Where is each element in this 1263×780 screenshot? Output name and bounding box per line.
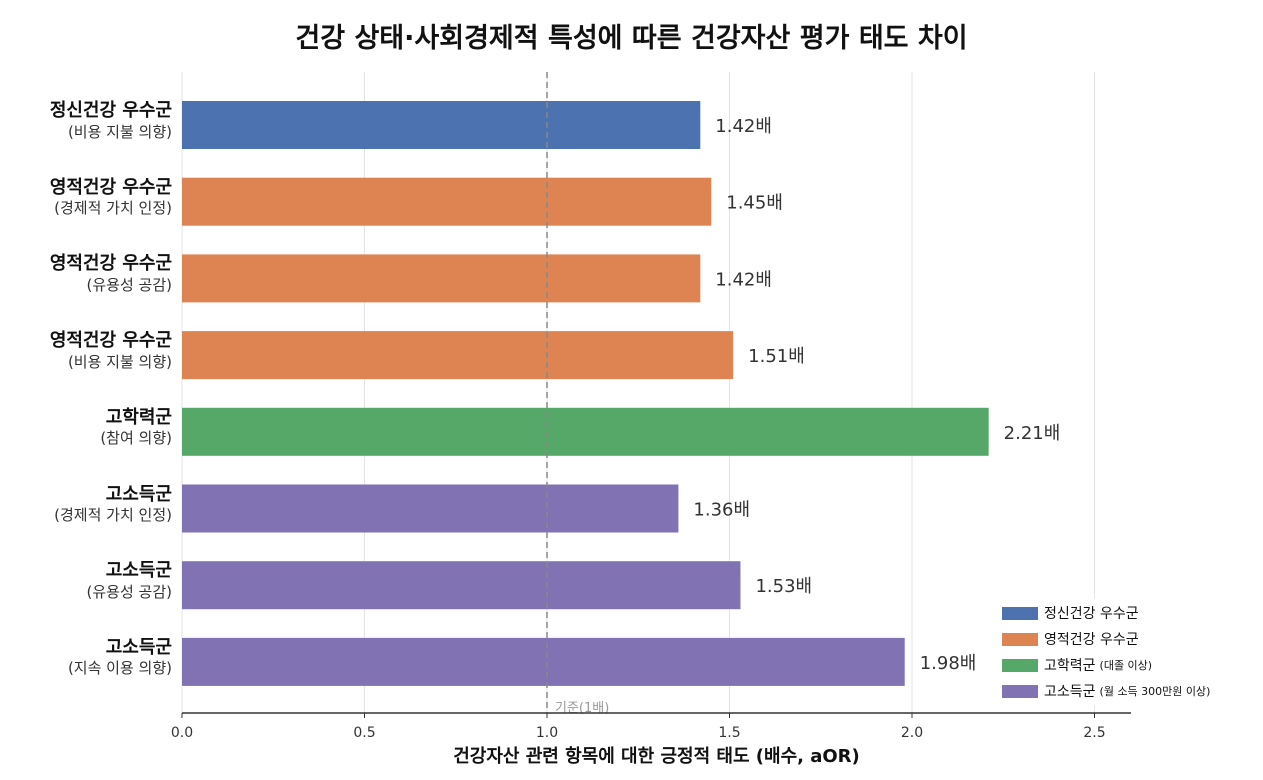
category-label-4: 고학력군 (참여 의향): [0, 407, 172, 448]
category-label-2: 영적건강 우수군 (유용성 공감): [0, 253, 172, 294]
bar-value-label-5: 1.36배: [693, 500, 750, 521]
bar-value-label-4: 2.21배: [1004, 423, 1061, 444]
category-main-0: 정신건강 우수군: [49, 100, 172, 121]
x-tick-label-4: 2.0: [901, 725, 923, 741]
legend-item-3: 고소득군 (월 소득 300만원 이상): [1002, 678, 1260, 704]
category-sub-1: (경제적 가치 인정): [54, 199, 172, 218]
x-tick-label-2: 1.0: [536, 725, 558, 741]
category-sub-2: (유용성 공감): [86, 275, 172, 294]
legend-swatch-1: [1002, 632, 1038, 646]
legend-name-2: 고학력군: [1044, 658, 1096, 674]
legend-swatch-0: [1002, 606, 1038, 620]
x-tick-label-1: 0.5: [353, 725, 375, 741]
legend: 정신건강 우수군 영적건강 우수군 고학력군 (대졸 이상) 고소득군 (월 소득 300…: [996, 598, 1260, 706]
category-main-4: 고학력군: [105, 406, 172, 428]
bar-5: [182, 484, 679, 533]
legend-note-3: (월 소득 300만원 이상): [1099, 685, 1211, 698]
bar-value-label-2: 1.42배: [715, 269, 772, 290]
legend-name-0: 정신건강 우수군: [1044, 606, 1139, 622]
bar-1: [182, 177, 712, 226]
category-main-2: 영적건강 우수군: [49, 253, 172, 275]
legend-name-3: 고소득군: [1044, 684, 1096, 700]
category-sub-4: (참여 의향): [100, 429, 172, 448]
category-sub-0: (비용 지불 의향): [67, 122, 172, 141]
bar-value-label-3: 1.51배: [748, 346, 805, 367]
legend-item-1: 영적건강 우수군: [1002, 626, 1260, 652]
bar-value-label-7: 1.98배: [920, 653, 977, 674]
legend-note-2: (대졸 이상): [1099, 659, 1153, 672]
category-main-7: 고소득군: [105, 636, 172, 658]
x-tick-label-0: 0.0: [171, 725, 193, 741]
category-label-1: 영적건강 우수군 (경제적 가치 인정): [0, 177, 172, 218]
legend-swatch-2: [1002, 658, 1038, 672]
bar-value-label-1: 1.45배: [726, 193, 783, 214]
legend-name-1: 영적건강 우수군: [1044, 632, 1139, 648]
x-axis-label: 건강자산 관련 항목에 대한 긍정적 태도 (배수, aOR): [453, 746, 860, 767]
x-tick-label-3: 1.5: [718, 725, 740, 741]
bar-2: [182, 254, 701, 303]
x-tick-label-5: 2.5: [1083, 725, 1105, 741]
bar-6: [182, 561, 741, 610]
category-sub-7: (지속 이용 의향): [67, 659, 172, 678]
category-main-6: 고소득군: [105, 560, 172, 582]
category-label-7: 고소득군 (지속 이용 의향): [0, 637, 172, 678]
legend-swatch-3: [1002, 684, 1038, 698]
legend-item-0: 정신건강 우수군: [1002, 600, 1260, 626]
bar-3: [182, 331, 734, 380]
chart-title: 건강 상태·사회경제적 특성에 따른 건강자산 평가 태도 차이: [295, 23, 968, 54]
bar-value-label-6: 1.53배: [755, 576, 812, 597]
category-main-3: 영적건강 우수군: [49, 330, 172, 352]
bar-value-label-0: 1.42배: [715, 116, 772, 137]
category-sub-3: (비용 지불 의향): [67, 352, 172, 371]
bar-4: [182, 407, 989, 456]
legend-item-2: 고학력군 (대졸 이상): [1002, 652, 1260, 678]
category-label-3: 영적건강 우수군 (비용 지불 의향): [0, 330, 172, 371]
category-main-5: 고소득군: [105, 483, 172, 505]
category-label-0: 정신건강 우수군 (비용 지불 의향): [0, 100, 172, 141]
category-label-5: 고소득군 (경제적 가치 인정): [0, 484, 172, 525]
bar-7: [182, 637, 905, 686]
category-label-6: 고소득군 (유용성 공감): [0, 560, 172, 601]
category-sub-5: (경제적 가치 인정): [54, 506, 172, 524]
category-sub-6: (유용성 공감): [86, 582, 172, 601]
bar-0: [182, 101, 701, 149]
category-main-1: 영적건강 우수군: [49, 176, 172, 198]
